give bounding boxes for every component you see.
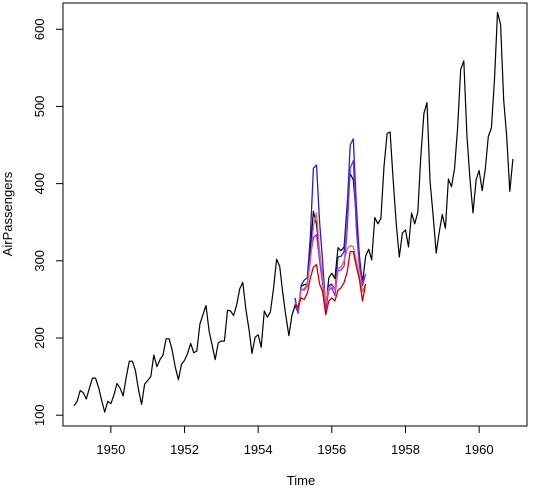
series-line-2 (294, 159, 367, 313)
y-axis: 100 200 300 400 500 600 (32, 18, 64, 426)
y-axis-title: AirPassengers (0, 171, 15, 256)
series-line-4 (294, 250, 367, 316)
x-tick-label: 1952 (170, 442, 199, 457)
x-tick-label: 1956 (317, 442, 346, 457)
y-tick-label: 300 (32, 250, 47, 272)
x-tick-label: 1960 (465, 442, 494, 457)
series-group (73, 11, 514, 413)
y-tick-label: 600 (32, 18, 47, 40)
y-tick-label: 100 (32, 404, 47, 426)
x-tick-label: 1954 (244, 442, 273, 457)
y-tick-label: 400 (32, 173, 47, 195)
y-tick-label: 200 (32, 327, 47, 349)
x-axis-title: Time (287, 473, 315, 488)
x-axis: 1950 1952 1954 1956 1958 1960 (96, 425, 494, 457)
y-tick-label: 500 (32, 96, 47, 118)
series-line-0 (73, 11, 514, 413)
x-tick-label: 1958 (391, 442, 420, 457)
series-line-3 (294, 212, 367, 308)
x-tick-label: 1950 (96, 442, 125, 457)
series-line-1 (294, 138, 367, 314)
